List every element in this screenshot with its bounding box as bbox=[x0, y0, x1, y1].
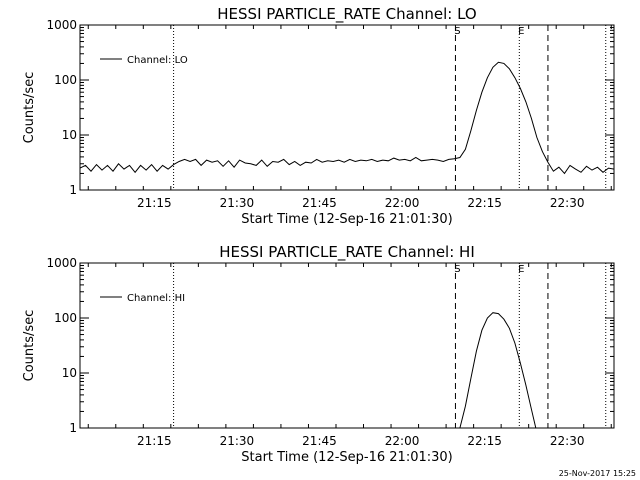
x-tick-label: 22:00 bbox=[385, 196, 420, 210]
lo-channel-panel: HESSI PARTICLE_RATE Channel: LO 1 10 100 100… bbox=[22, 5, 615, 227]
y-axis-label: Counts/sec bbox=[22, 72, 37, 144]
x-tick-label: 21:45 bbox=[302, 196, 337, 210]
timestamp-label: 25-Nov-2017 15:25 bbox=[559, 469, 636, 478]
plot-frame bbox=[79, 24, 615, 191]
x-tick-label: 22:00 bbox=[385, 434, 420, 448]
plot-frame bbox=[79, 262, 615, 429]
x-tick-label: 22:30 bbox=[550, 434, 585, 448]
legend-label: Channel: HI bbox=[127, 293, 185, 304]
time-marker-label: S bbox=[454, 264, 460, 275]
y-tick-label: 100 bbox=[54, 73, 77, 87]
x-tick-label: 22:30 bbox=[550, 196, 585, 210]
y-tick-label: 10 bbox=[62, 366, 77, 380]
series-line bbox=[459, 312, 537, 429]
x-tick-label: 21:30 bbox=[220, 434, 255, 448]
chart-title: HESSI PARTICLE_RATE Channel: HI bbox=[219, 243, 475, 262]
x-tick-label: 22:15 bbox=[467, 434, 502, 448]
x-tick-label: 21:30 bbox=[220, 196, 255, 210]
x-tick-label: 21:45 bbox=[302, 434, 337, 448]
y-tick-label: 1 bbox=[69, 183, 77, 197]
chart-title: HESSI PARTICLE_RATE Channel: LO bbox=[217, 5, 476, 24]
y-tick-label: 10 bbox=[62, 128, 77, 142]
series-line bbox=[79, 61, 615, 175]
hi-channel-panel: HESSI PARTICLE_RATE Channel: HI 1 10 100 100… bbox=[22, 243, 615, 465]
time-marker-label: S bbox=[454, 26, 460, 37]
y-tick-label: 1 bbox=[69, 421, 77, 435]
x-tick-label: 21:15 bbox=[137, 434, 172, 448]
legend-label: Channel: LO bbox=[127, 55, 188, 66]
y-axis-label: Counts/sec bbox=[22, 310, 37, 382]
y-tick-label: 1000 bbox=[46, 256, 77, 270]
x-axis-label: Start Time (12-Sep-16 21:01:30) bbox=[241, 450, 452, 465]
time-marker-label: E bbox=[518, 26, 524, 37]
x-tick-label: 22:15 bbox=[467, 196, 502, 210]
x-axis-label: Start Time (12-Sep-16 21:01:30) bbox=[241, 212, 452, 227]
y-tick-label: 100 bbox=[54, 311, 77, 325]
x-tick-label: 21:15 bbox=[137, 196, 172, 210]
y-tick-label: 1000 bbox=[46, 18, 77, 32]
time-marker-label: E bbox=[518, 264, 524, 275]
